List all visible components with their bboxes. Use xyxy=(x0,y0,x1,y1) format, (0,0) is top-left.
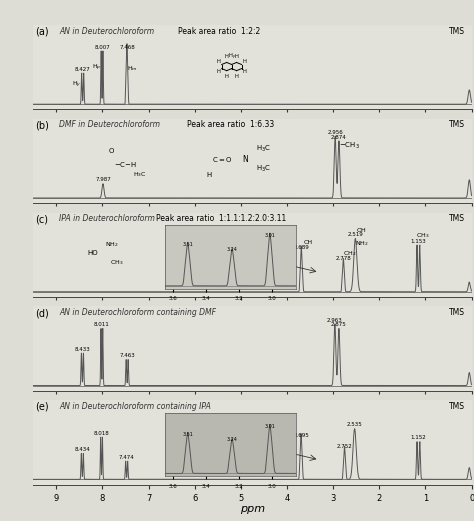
Text: O: O xyxy=(109,148,114,154)
Text: DMF in Deuterochloroform: DMF in Deuterochloroform xyxy=(60,120,161,130)
Text: N: N xyxy=(243,155,248,164)
Text: H: H xyxy=(217,69,220,74)
Text: H$_p$: H$_p$ xyxy=(92,63,101,73)
Text: 2.752: 2.752 xyxy=(337,444,353,449)
Text: 8.427: 8.427 xyxy=(75,67,91,72)
Text: 8.018: 8.018 xyxy=(94,431,109,436)
Text: AN in Deuterochloroform containing DMF: AN in Deuterochloroform containing DMF xyxy=(60,308,217,317)
Text: H: H xyxy=(235,74,238,79)
Text: Peak area ratio  1:2:2: Peak area ratio 1:2:2 xyxy=(178,27,260,36)
Text: TMS: TMS xyxy=(449,27,465,36)
Text: TMS: TMS xyxy=(449,120,465,130)
Text: H$_y$: H$_y$ xyxy=(228,52,236,62)
Text: H$_3$C: H$_3$C xyxy=(256,164,272,174)
Text: 8.434: 8.434 xyxy=(74,447,90,452)
Text: 1.152: 1.152 xyxy=(410,436,426,440)
Text: 8.007: 8.007 xyxy=(94,45,110,49)
Text: (b): (b) xyxy=(36,120,49,130)
Text: TMS: TMS xyxy=(449,308,465,317)
Text: 2.778: 2.778 xyxy=(336,256,351,261)
Text: H: H xyxy=(217,59,220,64)
Text: (c): (c) xyxy=(36,214,48,224)
Text: 3.689: 3.689 xyxy=(293,245,309,250)
Text: 2.519: 2.519 xyxy=(347,232,363,237)
Text: 8.011: 8.011 xyxy=(94,322,110,327)
Text: OH: OH xyxy=(357,228,367,233)
Text: 7.474: 7.474 xyxy=(119,455,135,460)
Text: CH$_3$: CH$_3$ xyxy=(417,231,430,240)
Text: $-$C$-$H: $-$C$-$H xyxy=(114,160,137,169)
Text: NH$_2$: NH$_2$ xyxy=(105,241,118,250)
Text: 7.987: 7.987 xyxy=(95,178,111,182)
Text: CH$_2$: CH$_2$ xyxy=(343,249,356,258)
Text: Peak area ratio  1:6.33: Peak area ratio 1:6.33 xyxy=(187,120,274,130)
Text: HO: HO xyxy=(88,250,99,256)
Text: TMS: TMS xyxy=(449,402,465,411)
Text: 7.468: 7.468 xyxy=(119,45,135,49)
Text: H: H xyxy=(243,59,246,64)
Text: H$_m$: H$_m$ xyxy=(127,64,138,73)
Text: H: H xyxy=(206,172,211,178)
Text: H$_3$C: H$_3$C xyxy=(256,144,272,154)
Text: H$_3$C: H$_3$C xyxy=(133,170,147,179)
Text: 2.875: 2.875 xyxy=(331,322,347,327)
X-axis label: ppm: ppm xyxy=(240,504,265,514)
Text: CH: CH xyxy=(303,240,312,245)
Text: C$=$O: C$=$O xyxy=(212,155,233,164)
Text: 8.433: 8.433 xyxy=(74,347,91,352)
Text: H: H xyxy=(225,54,228,59)
Text: 1.153: 1.153 xyxy=(410,239,426,244)
Text: (a): (a) xyxy=(36,27,49,36)
Text: (e): (e) xyxy=(36,402,49,412)
Text: $-$CH$_3$: $-$CH$_3$ xyxy=(339,141,360,151)
Text: IPA in Deuterochloroform: IPA in Deuterochloroform xyxy=(60,214,155,224)
Text: AN in Deuterochloroform: AN in Deuterochloroform xyxy=(60,27,155,36)
Text: TMS: TMS xyxy=(449,214,465,224)
Text: H$_y$: H$_y$ xyxy=(73,80,82,90)
Text: H: H xyxy=(235,54,238,59)
Text: NH$_2$: NH$_2$ xyxy=(355,239,369,247)
Text: (d): (d) xyxy=(36,308,49,318)
Text: H: H xyxy=(243,69,246,74)
Text: 7.463: 7.463 xyxy=(119,353,135,358)
Text: 2.963: 2.963 xyxy=(327,318,343,322)
Text: 2.535: 2.535 xyxy=(347,423,363,427)
Text: H: H xyxy=(225,74,228,79)
Text: 3.695: 3.695 xyxy=(293,433,309,438)
Text: 2.956: 2.956 xyxy=(328,130,343,135)
Text: 2.874: 2.874 xyxy=(331,134,347,140)
Text: Peak area ratio  1:1.1:1.2:2.0:3.11: Peak area ratio 1:1.1:1.2:2.0:3.11 xyxy=(156,214,286,224)
Text: CH$_3$: CH$_3$ xyxy=(109,258,123,267)
Text: AN in Deuterochloroform containing IPA: AN in Deuterochloroform containing IPA xyxy=(60,402,211,411)
